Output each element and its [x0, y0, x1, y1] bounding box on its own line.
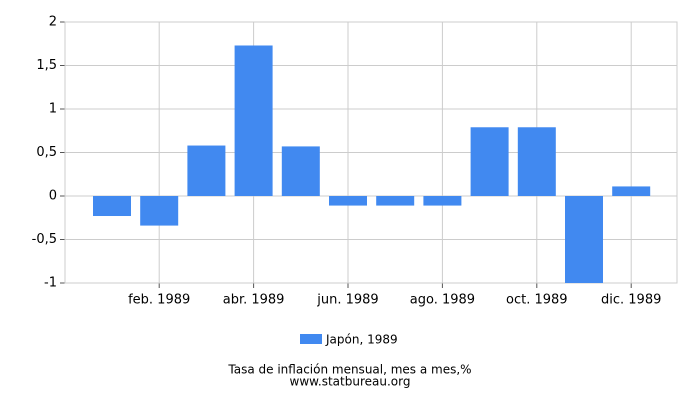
y-tick-label: 1 — [49, 102, 57, 117]
bar — [423, 196, 462, 206]
bar — [565, 196, 603, 283]
bar — [612, 186, 651, 196]
y-tick-label: 0 — [49, 189, 57, 204]
x-tick-label: dic. 1989 — [601, 293, 661, 308]
y-tick-label: -0,5 — [32, 232, 57, 247]
y-tick-label: 1,5 — [36, 58, 57, 73]
plot-border — [64, 21, 678, 284]
y-tick-label: -1 — [44, 276, 57, 291]
chart-title: Tasa de inflación mensual, mes a mes,% — [227, 363, 471, 377]
x-tick-label: oct. 1989 — [506, 293, 568, 308]
bar — [281, 146, 320, 196]
x-tick-label: feb. 1989 — [128, 293, 190, 308]
legend-label: Japón, 1989 — [325, 333, 398, 347]
bar — [470, 127, 509, 196]
x-tick-label: ago. 1989 — [410, 293, 475, 308]
bar — [187, 145, 226, 196]
bar — [140, 196, 179, 226]
y-tick-label: 2 — [49, 15, 57, 30]
bar — [376, 196, 415, 206]
y-tick-label: 0,5 — [36, 145, 57, 160]
bar — [329, 196, 367, 206]
source: www.statbureau.org — [290, 375, 411, 389]
x-tick-label: abr. 1989 — [223, 293, 285, 308]
bar — [93, 196, 131, 217]
bar — [234, 45, 273, 196]
x-tick-label: jun. 1989 — [316, 293, 378, 308]
bar — [517, 127, 556, 196]
legend-swatch — [300, 334, 322, 344]
